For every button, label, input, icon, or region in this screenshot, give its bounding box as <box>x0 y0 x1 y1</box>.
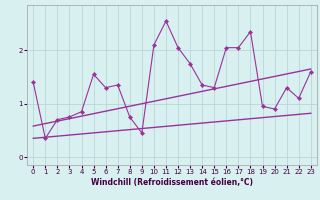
X-axis label: Windchill (Refroidissement éolien,°C): Windchill (Refroidissement éolien,°C) <box>91 178 253 187</box>
